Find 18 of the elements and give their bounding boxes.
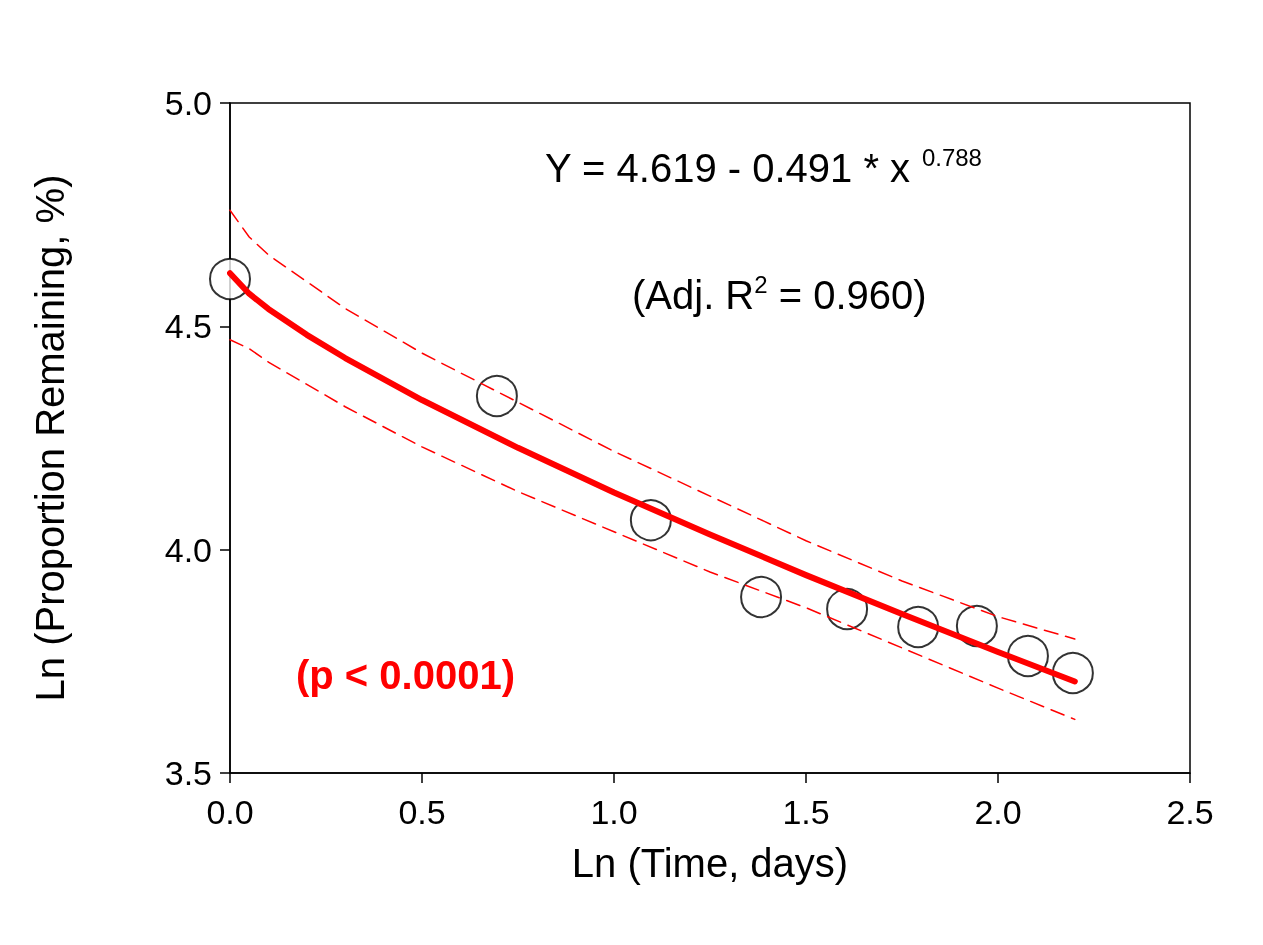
y-tick-label: 3.5 — [164, 754, 212, 792]
annotation: Y = 4.619 - 0.491 * x 0.788 — [545, 143, 982, 190]
x-tick-label: 0.5 — [398, 793, 446, 831]
point — [740, 576, 783, 618]
x-axis-title: Ln (Time, days) — [571, 841, 849, 885]
line-series — [229, 209, 1076, 640]
x-tick-label: 2.0 — [974, 793, 1022, 831]
y-tick-label: 5.0 — [164, 84, 212, 122]
y-axis-title: Ln (Proportion Remaining, %) — [28, 174, 72, 702]
x-tick-label: 1.0 — [590, 793, 638, 831]
x-tick-label: 1.5 — [782, 793, 830, 831]
y-tick-label: 4.0 — [164, 530, 212, 569]
annotation: (p < 0.0001) — [296, 653, 516, 697]
x-tick-label: 2.5 — [1166, 793, 1214, 831]
y-tick-label: 4.5 — [164, 307, 212, 346]
x-tick-label: 0.0 — [206, 793, 254, 831]
point — [475, 375, 518, 417]
line-series — [229, 338, 1076, 721]
